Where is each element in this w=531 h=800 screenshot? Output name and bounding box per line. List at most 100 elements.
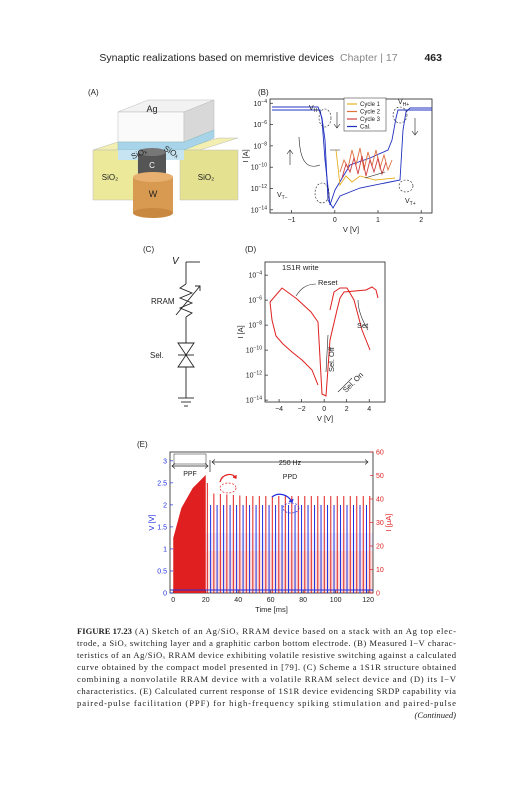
caption-line: characteristics. (E) Calculated current … (77, 686, 456, 696)
y-tick-label: 2.5 (157, 480, 167, 487)
legend-title: 1S1R write (282, 263, 319, 272)
x-tick-label: 80 (299, 597, 307, 604)
pulse-train (170, 475, 373, 593)
plot-frame (264, 261, 386, 403)
circuit (175, 261, 201, 407)
tick-exponent: −14 (254, 396, 263, 402)
y-tick-label: 0 (376, 591, 380, 598)
x-tick-label: 4 (367, 406, 371, 413)
y-tick-label: 10 (376, 567, 384, 574)
panel-label: (D) (245, 245, 256, 254)
x-tick-label: 2 (419, 217, 423, 224)
circuit-label: Sel. (150, 351, 164, 360)
y-axis-label: I [A] (241, 149, 250, 162)
x-tick-label: 0 (333, 217, 337, 224)
x-tick-label: −4 (275, 406, 283, 413)
y-tick-label: 10−12 (251, 184, 267, 193)
x-tick-label: −1 (288, 217, 296, 224)
annotation-main: V (405, 198, 410, 205)
chapter: Chapter | 17 (340, 52, 398, 64)
tick-exponent: −12 (254, 371, 263, 377)
annotation-main: V (398, 99, 403, 106)
x-tick-label: 20 (202, 597, 210, 604)
x-tick-label: −2 (298, 406, 306, 413)
tick-base: 10 (251, 207, 259, 214)
panel-label: (E) (137, 440, 148, 449)
tick-base: 10 (246, 398, 254, 405)
panel-label: (B) (258, 88, 269, 97)
annotation: Sel. Off (327, 346, 336, 372)
legend-label: Cycle 3 (360, 117, 381, 123)
y-tick-label: 3 (163, 458, 167, 465)
pale-band (205, 551, 373, 593)
tick-base: 10 (249, 323, 257, 330)
tick-base: 10 (249, 273, 257, 280)
layer-label: W (149, 189, 158, 199)
layer-label: SiO₂ (102, 173, 118, 182)
panel-label: (C) (143, 245, 154, 254)
tick-exponent: −12 (259, 184, 268, 190)
tick-base: 10 (254, 143, 262, 150)
y-tick-label: 10−8 (254, 141, 268, 150)
page-number: 463 (424, 52, 442, 64)
caption: (A) Sketch of an Ag/SiOₓ RRAM device bas… (77, 626, 457, 708)
y-tick-label: 30 (376, 520, 384, 527)
tick-exponent: −14 (259, 205, 268, 211)
y-tick-label: 10−4 (249, 271, 263, 280)
legend-label: Cycle 1 (360, 102, 381, 108)
x-tick-label: 40 (234, 597, 242, 604)
y-tick-label: 10−6 (249, 296, 263, 305)
annotation-sub: T− (282, 195, 288, 201)
caption-line: trode, a SiOₓ switching layer and a grap… (77, 638, 456, 648)
tick-base: 10 (249, 298, 257, 305)
layer-label: SiO₂ (198, 173, 214, 182)
device-sketch (92, 99, 239, 218)
circuit-label: V (172, 256, 180, 267)
y-tick-label: 10−10 (246, 346, 262, 355)
annotation: 250 Hz (279, 460, 302, 467)
measured-curves (272, 106, 432, 209)
tick-exponent: −10 (254, 346, 263, 352)
pale-band (205, 533, 373, 551)
caption-label: FIGURE 17.23 (77, 626, 132, 636)
layer-label: C (149, 161, 155, 170)
annotation: VH+ (398, 99, 409, 108)
x-axis-label: V [V] (343, 225, 359, 234)
tick-exponent: −6 (261, 120, 267, 126)
panel-label: (A) (88, 88, 99, 97)
layer-label: Ag (146, 104, 157, 114)
y-tick-label: 10−12 (246, 371, 262, 380)
tick-exponent: −10 (259, 163, 268, 169)
y-tick-label: 1 (163, 546, 167, 553)
tick-exponent: −4 (261, 99, 267, 105)
tick-base: 10 (254, 122, 262, 129)
annotation: Reset (318, 278, 339, 287)
y-tick-label: 40 (376, 497, 384, 504)
x-tick-label: 100 (330, 597, 342, 604)
y-tick-label: 10−14 (246, 396, 262, 405)
x-tick-label: 2 (345, 406, 349, 413)
x-tick-label: 120 (362, 597, 374, 604)
caption-line: combining a nonvolatile RRAM device with… (77, 674, 457, 684)
y-axis-label: I [A] (236, 325, 245, 338)
tick-exponent: −6 (256, 296, 262, 302)
y2-axis-label: I [μA] (384, 514, 393, 532)
x-tick-label: 0 (171, 597, 175, 604)
tick-base: 10 (251, 186, 259, 193)
y-axis-label: V [V] (147, 514, 156, 530)
annotation: VH− (309, 105, 320, 114)
legend-label: Cycle 2 (360, 110, 381, 116)
x-axis-label: Time [ms] (255, 605, 288, 614)
tick-base: 10 (246, 348, 254, 355)
annotation: VT− (277, 192, 288, 201)
x-axis-label: V [V] (317, 414, 333, 423)
annotation-main: V (309, 105, 314, 112)
y-tick-label: 0 (163, 591, 167, 598)
x-tick-label: 0 (322, 406, 326, 413)
dense-pulses (173, 475, 206, 593)
annotation-sub: T+ (410, 201, 416, 207)
y-tick-label: 10−6 (254, 120, 268, 129)
annotation-main: V (277, 192, 282, 199)
measured-curves (269, 286, 379, 397)
tick-base: 10 (254, 101, 262, 108)
